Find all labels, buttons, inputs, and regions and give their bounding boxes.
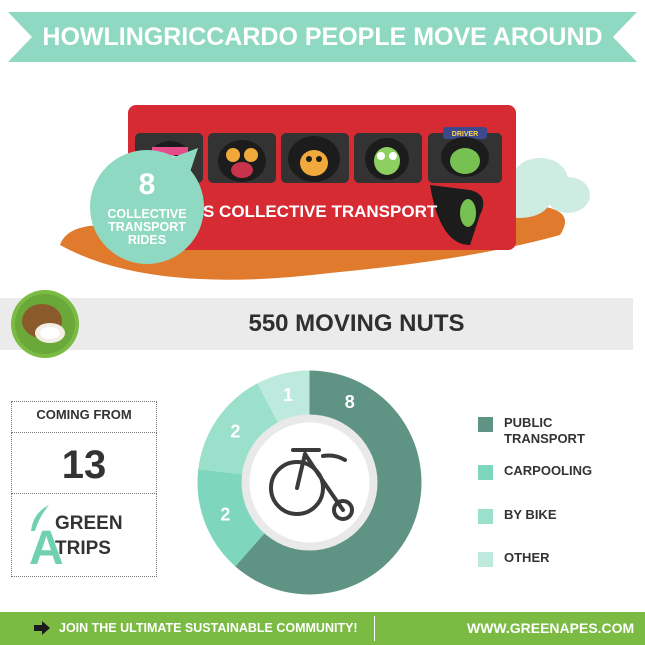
passenger-gorilla-icon <box>218 140 266 182</box>
arrow-right-icon <box>34 621 50 635</box>
passenger-gorilla-icon <box>288 136 340 182</box>
driver-gorilla-icon: DRIVER <box>430 127 489 245</box>
legend-swatch <box>478 465 493 480</box>
footer-divider <box>374 616 375 641</box>
donut-slice-by-bike <box>198 383 282 476</box>
donut-value-label: 1 <box>283 385 293 405</box>
moving-nuts-count: 550 MOVING NUTS <box>248 310 465 337</box>
ribbon-shape <box>8 12 637 62</box>
penny-farthing-bicycle-icon <box>269 448 354 521</box>
donut-value-label: 2 <box>230 421 240 441</box>
leaf-icon <box>31 505 49 531</box>
join-community-link[interactable]: JOIN THE ULTIMATE SUSTAINABLE COMMUNITY! <box>59 621 358 635</box>
svg-text:DRIVER: DRIVER <box>452 131 478 138</box>
moving-nuts-bar: 550 MOVING NUTS <box>0 298 633 350</box>
bus-label: S COLLECTIVE TRANSPORT <box>203 202 438 221</box>
legend-label: BY BIKE <box>504 507 557 522</box>
legend-swatch <box>478 509 493 524</box>
grade-box <box>11 493 157 577</box>
transport-donut-chart: 8 2 2 1 <box>197 370 422 595</box>
website-link[interactable]: WWW.GREENAPES.COM <box>467 620 635 636</box>
donut-slice-other <box>257 370 310 430</box>
rides-count: 8 <box>138 168 156 201</box>
page-title: HOWLINGRICCARDO PEOPLE MOVE AROUND <box>42 23 603 51</box>
rides-label: COLLECTIVE TRANSPORT RIDES <box>107 207 187 247</box>
legend-swatch <box>478 552 493 567</box>
legend-label: CARPOOLING <box>504 463 593 478</box>
origin-count: 13 <box>61 443 107 487</box>
title-banner: HOWLINGRICCARDO PEOPLE MOVE AROUND <box>8 12 637 62</box>
grade-label: GREEN TRIPS <box>55 513 123 559</box>
legend-swatch <box>478 417 493 432</box>
origin-label: COMING FROM <box>36 407 132 422</box>
donut-hole <box>249 422 370 543</box>
coconut-icon <box>10 289 80 359</box>
passenger-gorilla-icon <box>365 138 409 180</box>
donut-value-label: 2 <box>220 504 230 524</box>
legend-label: OTHER <box>504 550 550 565</box>
bus-illustration: DRIVER S COLLECTIVE TRANSPORT <box>0 95 645 285</box>
origin-panel: COMING FROM 13 A GREEN TRIPS <box>11 401 157 577</box>
donut-value-label: 8 <box>345 392 355 412</box>
footer-bar: JOIN THE ULTIMATE SUSTAINABLE COMMUNITY!… <box>0 612 645 645</box>
donut-slice-carpooling <box>197 468 270 567</box>
rides-bubble: 8 COLLECTIVE TRANSPORT RIDES <box>88 148 206 266</box>
legend-label: PUBLIC TRANSPORT <box>504 415 585 446</box>
